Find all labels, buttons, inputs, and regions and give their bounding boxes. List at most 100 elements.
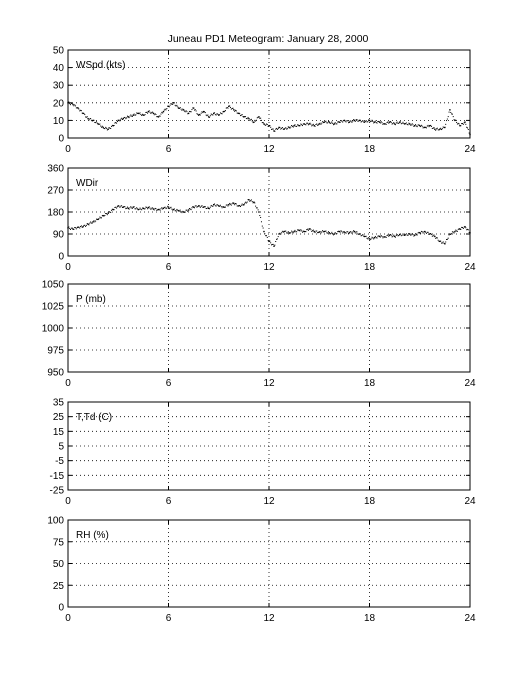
trace-dot xyxy=(241,114,243,116)
trace-dot xyxy=(182,210,184,212)
trace-dot xyxy=(101,126,102,128)
trace-dot xyxy=(245,201,247,203)
trace-dot xyxy=(349,120,351,122)
trace-dot xyxy=(260,119,262,121)
trace-dot xyxy=(281,230,283,232)
trace-dot xyxy=(299,230,301,232)
trace-dot xyxy=(286,232,288,234)
trace-dot xyxy=(327,232,329,234)
data-point xyxy=(454,119,456,122)
trace-dot xyxy=(428,233,430,235)
trace-dot xyxy=(186,111,188,113)
trace-dot xyxy=(363,235,365,237)
trace-dot xyxy=(421,231,423,233)
trace-dot xyxy=(194,205,196,207)
trace-dot xyxy=(134,208,136,210)
trace-dot xyxy=(232,107,234,109)
data-point xyxy=(248,199,250,201)
trace-dot xyxy=(291,231,293,233)
trace-dot xyxy=(236,112,238,114)
trace-dot xyxy=(319,231,321,233)
trace-dot xyxy=(79,110,81,112)
y-tick-label: 0 xyxy=(58,603,64,614)
trace-dot xyxy=(430,125,432,127)
trace-dot xyxy=(458,123,460,125)
data-point xyxy=(258,211,260,213)
trace-dot xyxy=(363,121,365,123)
trace-dot xyxy=(217,204,219,206)
trace-dot xyxy=(91,120,93,122)
trace-dot xyxy=(423,231,425,233)
trace-dot xyxy=(93,119,95,121)
trace-dot xyxy=(364,236,366,238)
trace-dot xyxy=(296,125,298,127)
trace-dot xyxy=(314,232,316,234)
data-point xyxy=(258,116,260,118)
trace-dot xyxy=(113,125,115,127)
trace-dot xyxy=(84,114,86,116)
data-point xyxy=(238,112,240,115)
trace-dot xyxy=(163,109,165,111)
data-point xyxy=(112,124,114,127)
data-point xyxy=(403,234,406,236)
trace-dot xyxy=(214,205,216,207)
trace-dot xyxy=(95,220,97,222)
data-point xyxy=(127,116,129,118)
trace-dot xyxy=(338,230,340,232)
trace-dot xyxy=(204,112,206,114)
trace-dot xyxy=(366,237,368,239)
trace-dot xyxy=(128,208,130,210)
trace-dot xyxy=(100,217,102,219)
trace-dot xyxy=(89,222,91,224)
trace-dot xyxy=(307,229,309,231)
trace-dot xyxy=(396,234,398,236)
x-tick-label: 0 xyxy=(65,262,71,273)
trace-dot xyxy=(106,129,108,131)
panel-label: T,Td (C) xyxy=(76,412,112,423)
data-point xyxy=(308,123,310,125)
trace-dot xyxy=(250,199,252,201)
trace-dot xyxy=(406,123,408,125)
data-point xyxy=(278,126,280,129)
trace-dot xyxy=(198,113,200,115)
trace-dot xyxy=(86,223,88,225)
trace-dot xyxy=(357,120,359,122)
trace-dot xyxy=(185,209,187,211)
trace-dot xyxy=(202,112,204,114)
trace-dot xyxy=(99,216,101,218)
trace-dot xyxy=(446,239,448,241)
data-point xyxy=(464,225,466,228)
trace-dot xyxy=(375,237,377,239)
data-point xyxy=(469,133,471,136)
trace-dot xyxy=(217,113,219,115)
trace-dot xyxy=(220,112,222,114)
trace-dot xyxy=(466,126,468,128)
trace-dot xyxy=(307,122,309,124)
y-tick-label: 20 xyxy=(53,98,65,109)
data-point xyxy=(218,114,220,116)
series-0 xyxy=(67,199,471,247)
trace-dot xyxy=(136,207,138,209)
data-point xyxy=(444,126,446,129)
trace-dot xyxy=(80,109,82,111)
trace-dot xyxy=(252,122,254,124)
trace-dot xyxy=(403,123,405,125)
x-tick-label: 12 xyxy=(263,378,275,389)
data-point xyxy=(268,124,270,127)
trace-dot xyxy=(214,203,216,205)
data-point xyxy=(424,126,426,129)
trace-dot xyxy=(452,231,454,233)
data-point xyxy=(112,208,114,211)
trace-dot xyxy=(161,111,163,113)
data-point xyxy=(142,114,145,116)
trace-dot xyxy=(168,208,170,210)
x-tick-label: 0 xyxy=(65,144,71,155)
trace-dot xyxy=(145,111,147,113)
x-tick-label: 0 xyxy=(65,613,71,624)
trace-dot xyxy=(317,232,319,234)
trace-dot xyxy=(158,115,160,117)
trace-dot xyxy=(269,240,271,242)
trace-dot xyxy=(422,232,424,234)
trace-dot xyxy=(379,122,381,124)
data-point xyxy=(263,230,265,233)
